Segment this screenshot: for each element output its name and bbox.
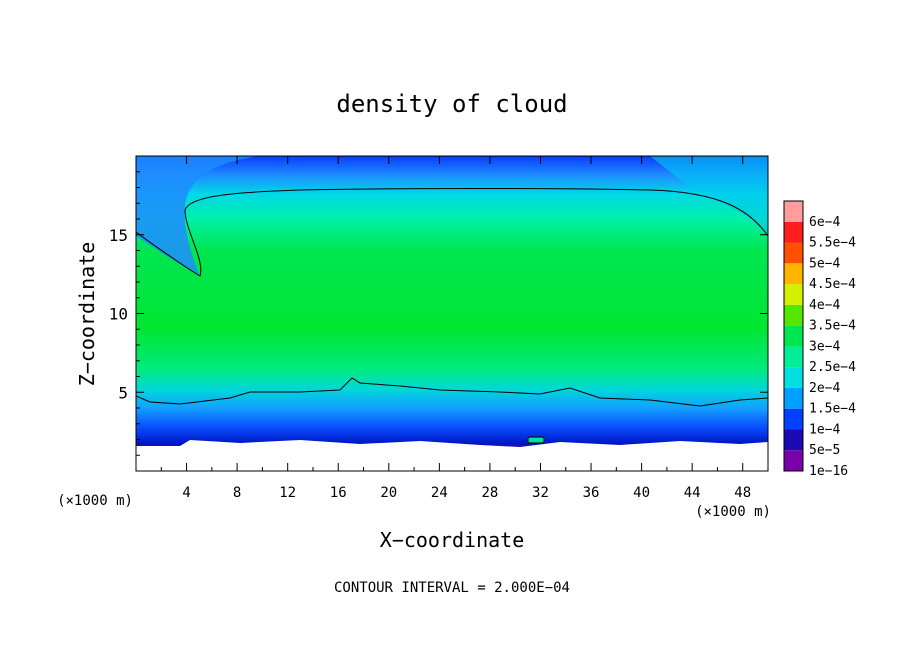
x-tick-label: 8 xyxy=(233,485,241,501)
contour-upper xyxy=(136,188,768,277)
x-tick-label: 40 xyxy=(633,485,650,501)
x-axis: 4 8 12 16 20 24 28 32 36 40 44 48 xyxy=(160,156,751,501)
colorbar-label: 5.5e−4 xyxy=(809,236,856,251)
y-tick-label: 5 xyxy=(118,383,128,402)
plot-area xyxy=(136,156,768,471)
contour-lower xyxy=(136,377,768,407)
x-axis-unit-right: (×1000 m) xyxy=(695,504,771,520)
colorbar-label: 6e−4 xyxy=(809,215,840,230)
contour-interval-note: CONTOUR INTERVAL = 2.000E−04 xyxy=(334,580,570,596)
y-tick-label: 10 xyxy=(109,305,128,324)
x-tick-label: 16 xyxy=(330,485,347,501)
colorbar-swatch xyxy=(784,367,803,388)
colorbar-label: 1e−4 xyxy=(809,422,840,437)
x-tick-label: 24 xyxy=(431,485,448,501)
cloud-free-region xyxy=(136,440,768,471)
x-tick-label: 28 xyxy=(481,485,498,501)
colorbar-swatch xyxy=(784,325,803,347)
x-tick-label: 44 xyxy=(684,485,701,501)
colorbar-label: 5e−5 xyxy=(809,443,840,458)
x-tick-label: 20 xyxy=(380,485,397,501)
y-tick-label: 15 xyxy=(109,226,128,245)
colorbar-label: 4e−4 xyxy=(809,298,840,313)
upper-right-region xyxy=(650,156,768,236)
colorbar-label: 3.5e−4 xyxy=(809,319,856,334)
colorbar-swatch xyxy=(784,201,803,222)
x-tick-label: 36 xyxy=(583,485,600,501)
x-tick-label: 4 xyxy=(182,485,190,501)
colorbar-label: 1e−16 xyxy=(809,464,848,479)
colorbar-label: 2e−4 xyxy=(809,381,840,396)
colorbar-swatch xyxy=(784,304,803,326)
colorbar-swatch xyxy=(784,346,803,368)
chart-title: density of cloud xyxy=(336,90,567,118)
colorbar-swatch xyxy=(784,284,803,305)
y-axis-label: Z−coordinate xyxy=(75,242,99,387)
dry-intrusion-region xyxy=(136,156,260,276)
colorbar-label: 1.5e−4 xyxy=(809,402,856,417)
cloud-field xyxy=(136,156,768,471)
colorbar-label: 3e−4 xyxy=(809,339,840,354)
colorbar-swatch xyxy=(784,263,803,285)
colorbar-swatch xyxy=(784,221,803,243)
x-tick-label: 48 xyxy=(734,485,751,501)
colorbar-frame xyxy=(783,200,804,472)
colorbar-swatch xyxy=(784,450,803,471)
colorbar-swatch xyxy=(784,429,803,451)
colorbar-swatch xyxy=(784,242,803,264)
x-tick-label: 32 xyxy=(532,485,549,501)
y-axis: 5 10 15 xyxy=(109,171,768,456)
colorbar-label: 4.5e−4 xyxy=(809,277,856,292)
colorbar-label: 5e−4 xyxy=(809,256,840,271)
x-tick-label: 12 xyxy=(279,485,296,501)
colorbar-swatch xyxy=(784,408,803,430)
x-axis-label: X−coordinate xyxy=(380,528,525,552)
contour-cell xyxy=(527,436,545,444)
colorbar: 1e−16 5e−5 1e−4 1.5e−4 2e−4 2.5e−4 3e−4 3.5e−4 4… xyxy=(783,200,856,479)
colorbar-label: 2.5e−4 xyxy=(809,360,856,375)
x-axis-unit-left: (×1000 m) xyxy=(57,493,133,509)
colorbar-swatch xyxy=(784,387,803,409)
